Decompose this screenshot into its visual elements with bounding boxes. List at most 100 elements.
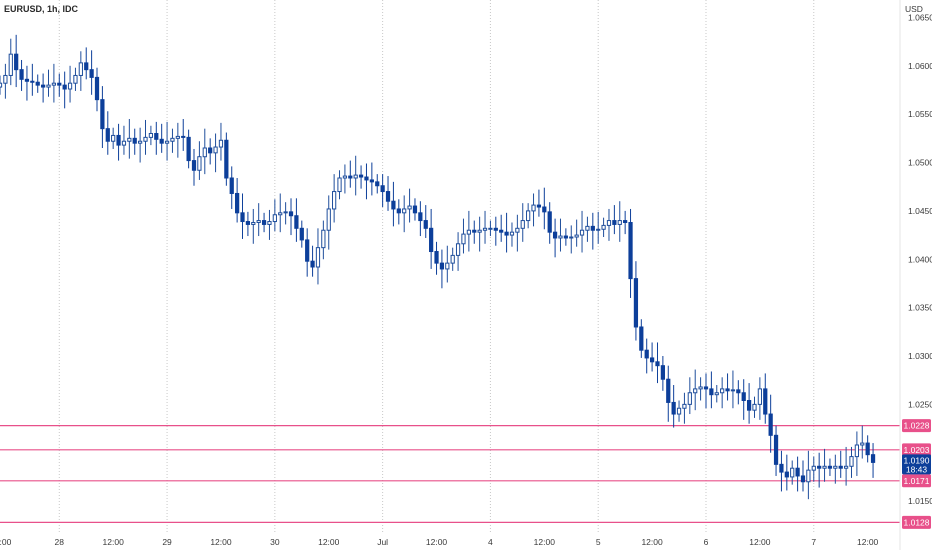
candle	[509, 222, 515, 247]
candle	[757, 377, 762, 420]
candle	[849, 446, 854, 478]
candle-body	[208, 147, 213, 154]
y-tick-label: 1.0500	[908, 158, 932, 168]
candle-body	[100, 99, 105, 130]
candle-body	[860, 442, 865, 446]
candle-body	[854, 444, 860, 458]
candle-body	[294, 215, 299, 229]
candle-body	[283, 211, 288, 214]
candle	[542, 187, 547, 230]
candle	[526, 203, 531, 229]
candle-body	[8, 53, 13, 76]
candle-body	[267, 221, 272, 225]
candle	[407, 188, 412, 223]
candle-body	[89, 69, 94, 78]
candle-body	[305, 239, 310, 262]
candle-body	[423, 220, 428, 229]
candle	[698, 377, 703, 401]
candle	[342, 164, 348, 194]
candle-body	[714, 392, 719, 396]
candle-body	[332, 191, 337, 210]
candle	[154, 121, 159, 155]
candle	[202, 128, 207, 175]
candle-body	[19, 69, 24, 80]
x-tick-label: 12:00	[318, 537, 340, 547]
candle	[439, 249, 445, 289]
candle-body	[590, 225, 595, 231]
candle-body	[224, 139, 229, 179]
candle	[870, 443, 876, 478]
candle-body	[563, 235, 568, 239]
candle-body	[757, 388, 762, 405]
chart-title: EURUSD, 1h, IDC	[4, 4, 79, 14]
candle-body	[703, 386, 709, 390]
candle	[57, 73, 62, 97]
candle	[251, 208, 256, 244]
candle	[445, 245, 450, 283]
candle-body	[552, 231, 558, 239]
candle	[218, 122, 224, 161]
candle-body	[833, 465, 838, 469]
candle-body	[261, 220, 267, 225]
candle-body	[159, 138, 164, 144]
candle	[434, 241, 439, 275]
y-tick-label: 1.0550	[908, 109, 932, 119]
candle-body	[321, 229, 326, 249]
candle-body	[741, 392, 746, 401]
candle-body	[720, 388, 725, 394]
candle-body	[682, 403, 687, 409]
candle-body	[105, 128, 110, 142]
candle-body	[170, 137, 175, 142]
candle-body	[736, 389, 741, 394]
x-tick-label: :00	[0, 537, 12, 547]
candle-body	[181, 135, 186, 138]
x-tick-label: 12:00	[641, 537, 663, 547]
candle	[752, 396, 757, 418]
candle-body	[191, 160, 197, 171]
candle	[8, 38, 13, 86]
candle	[337, 170, 342, 200]
candle	[649, 342, 655, 372]
candle-body	[67, 82, 73, 90]
candle-body	[197, 156, 202, 171]
candle	[515, 214, 520, 252]
candle	[332, 174, 337, 223]
candle-body	[385, 191, 391, 202]
candle	[121, 125, 127, 155]
candle	[0, 75, 3, 95]
candle-body	[612, 220, 617, 225]
candle	[822, 448, 827, 482]
candle	[364, 163, 369, 200]
candle-body	[35, 81, 40, 86]
candle	[78, 51, 83, 91]
candle	[488, 220, 493, 237]
candle	[310, 245, 315, 277]
candle	[46, 69, 51, 97]
candle	[19, 59, 24, 91]
candle-body	[202, 147, 207, 158]
candle-body	[3, 74, 8, 84]
candle-body	[606, 220, 612, 226]
candle	[138, 127, 143, 163]
candle	[628, 208, 633, 298]
candle-body	[795, 467, 800, 477]
candle	[838, 450, 843, 478]
candle-body	[288, 211, 294, 217]
candle	[288, 198, 294, 236]
candle-body	[466, 229, 471, 235]
x-axis[interactable]: :00 28 12:00 29 12:00 30 12:00 Jul 12:00 4 12:00 5 1…	[0, 537, 879, 547]
candle	[601, 217, 606, 238]
candle-body	[493, 227, 498, 231]
y-axis[interactable]: 1.0650 1.0600 1.0550 1.0500 1.0450 1.0400 1.03…	[908, 12, 932, 506]
candle	[391, 181, 396, 227]
candle	[596, 211, 601, 244]
y-tick-label: 1.0650	[908, 12, 932, 22]
candle	[639, 319, 644, 358]
candle-body	[251, 222, 256, 225]
x-tick-label: 12:00	[857, 537, 879, 547]
candle-body	[477, 229, 482, 233]
current-price-tag-bg	[902, 454, 931, 475]
candle-body	[558, 235, 563, 239]
